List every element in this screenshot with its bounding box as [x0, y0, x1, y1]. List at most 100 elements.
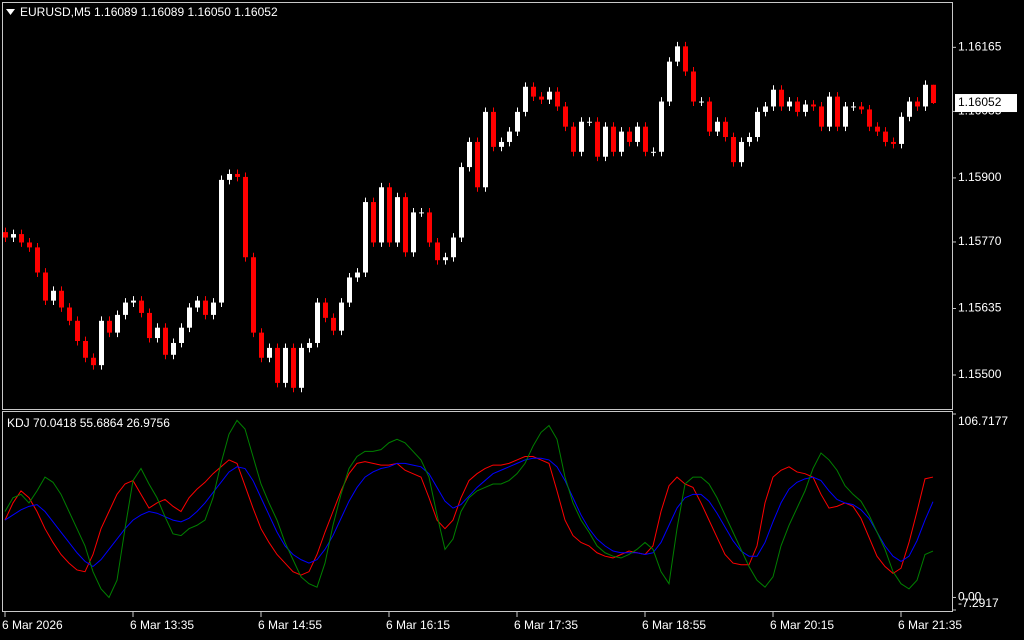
candle-body — [299, 347, 304, 388]
candle-body — [403, 197, 408, 253]
menu-triangle[interactable] — [6, 9, 15, 15]
d-value: 55.6864 — [80, 416, 124, 430]
candle-body — [59, 290, 64, 308]
candle-body — [643, 126, 648, 152]
candle-body — [851, 106, 856, 108]
low-label: 1.16050 — [188, 5, 232, 19]
candle-body — [891, 141, 896, 144]
candle-body — [483, 111, 488, 188]
candle-body — [555, 91, 560, 107]
candle-body — [779, 89, 784, 107]
candle-body — [163, 327, 168, 355]
candle-body — [267, 347, 272, 358]
candle-body — [699, 101, 704, 103]
candle-body — [523, 86, 528, 112]
candle-body — [347, 277, 352, 303]
candle-body — [363, 202, 368, 273]
candle-body — [587, 121, 592, 123]
candle-body — [595, 121, 600, 157]
close-label: 1.16052 — [234, 5, 278, 19]
candle-body — [771, 89, 776, 107]
candle-body — [883, 131, 888, 142]
last-price-box — [955, 94, 1017, 113]
candle-body — [339, 302, 344, 331]
candle-body — [315, 302, 320, 343]
y-tick-label: 1.15635 — [958, 301, 1002, 315]
candle-body — [75, 320, 80, 342]
y-tick-label: 1.15500 — [958, 367, 1002, 381]
candle-body — [35, 247, 40, 273]
candle-body — [379, 187, 384, 243]
candle-body — [171, 342, 176, 355]
candle-body — [291, 347, 296, 388]
candle-body — [579, 121, 584, 152]
indicator-line — [4, 457, 934, 568]
candle-body — [107, 320, 112, 333]
last-price-label: 1.16052 — [958, 95, 1002, 109]
indicator-header: KDJ 70.0418 55.6864 26.9756 — [7, 416, 170, 430]
candle-body — [219, 179, 224, 303]
symbol: EURUSD,M5 — [20, 5, 91, 19]
candle-body — [251, 257, 256, 333]
y-tick-label: 1.15900 — [958, 170, 1002, 184]
candle-body — [683, 46, 688, 72]
candle-body — [491, 111, 496, 147]
candle-body — [83, 341, 88, 358]
candle-body — [651, 151, 656, 153]
candle-body — [115, 314, 120, 333]
candle-body — [531, 86, 536, 97]
candle-body — [507, 131, 512, 142]
candle-body — [867, 109, 872, 127]
indicator-line — [4, 455, 934, 576]
candle-body — [723, 121, 728, 138]
y-tick-label: 106.7177 — [958, 414, 1008, 428]
candle-body — [211, 302, 216, 315]
candle-body — [155, 327, 160, 339]
candle-body — [659, 101, 664, 152]
indicator-line — [4, 419, 934, 599]
candle-body — [3, 232, 8, 238]
candle-body — [139, 300, 144, 313]
x-tick-label: 6 Mar 13:35 — [130, 618, 194, 632]
x-tick-label: 6 Mar 2026 — [2, 618, 63, 632]
candle-body — [859, 106, 864, 110]
candle-body — [179, 327, 184, 343]
chart-header: EURUSD,M5 1.16089 1.16089 1.16050 1.1605… — [20, 5, 278, 19]
candle-body — [667, 61, 672, 102]
candle-body — [355, 272, 360, 278]
candle-body — [11, 234, 16, 238]
candle-body — [787, 101, 792, 107]
candle-body — [147, 312, 152, 339]
candle-body — [795, 101, 800, 112]
high-label: 1.16089 — [141, 5, 185, 19]
candle-body — [843, 106, 848, 127]
candle-body — [99, 320, 104, 366]
candle-body — [387, 187, 392, 243]
candle-body — [67, 307, 72, 321]
candle-body — [547, 91, 552, 100]
candle-body — [475, 141, 480, 188]
x-tick-label: 6 Mar 20:15 — [770, 618, 834, 632]
candle-body — [19, 234, 24, 243]
candle-body — [91, 357, 96, 366]
candle-body — [275, 347, 280, 383]
candle-body — [123, 302, 128, 315]
x-tick-label: 6 Mar 18:55 — [642, 618, 706, 632]
candle-body — [443, 257, 448, 261]
candle-body — [419, 212, 424, 214]
candle-body — [259, 332, 264, 358]
x-tick-label: 6 Mar 16:15 — [386, 618, 450, 632]
candle-body — [395, 197, 400, 243]
candle-body — [499, 141, 504, 147]
candle-body — [819, 106, 824, 127]
candle-body — [459, 167, 464, 238]
candle-body — [835, 96, 840, 127]
candle-body — [187, 307, 192, 328]
candle-body — [747, 137, 752, 142]
candle-body — [227, 173, 232, 180]
main-frame — [2, 2, 953, 410]
candle-body — [451, 237, 456, 258]
indicator-frame — [2, 411, 953, 612]
